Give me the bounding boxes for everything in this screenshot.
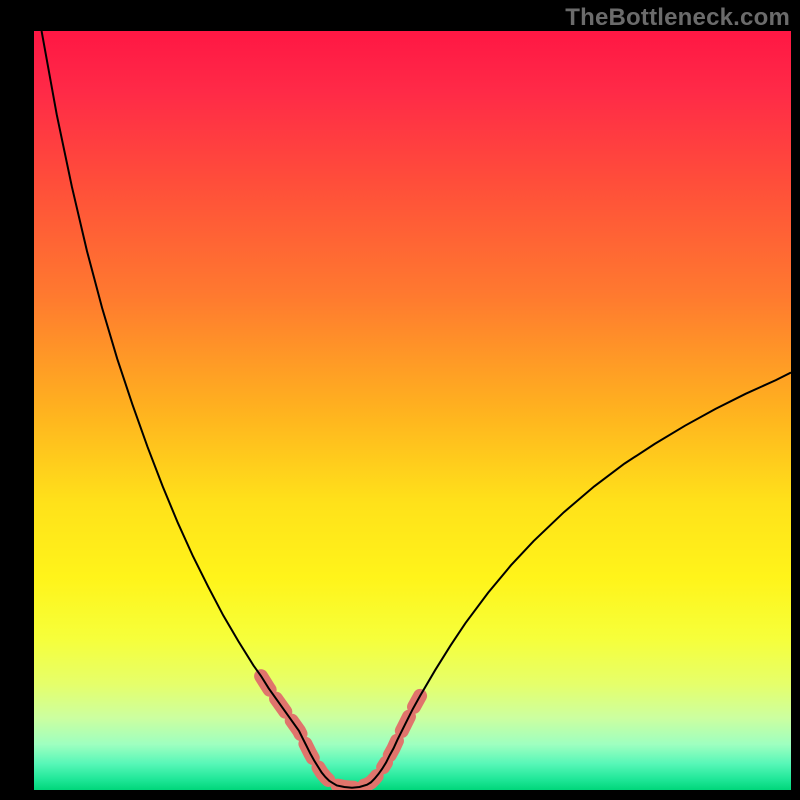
chart-svg <box>34 31 791 790</box>
watermark-text: TheBottleneck.com <box>565 4 790 32</box>
gradient-background <box>34 31 791 790</box>
watermark-label: TheBottleneck.com <box>565 4 790 31</box>
bottleneck-curve-chart <box>34 31 791 790</box>
